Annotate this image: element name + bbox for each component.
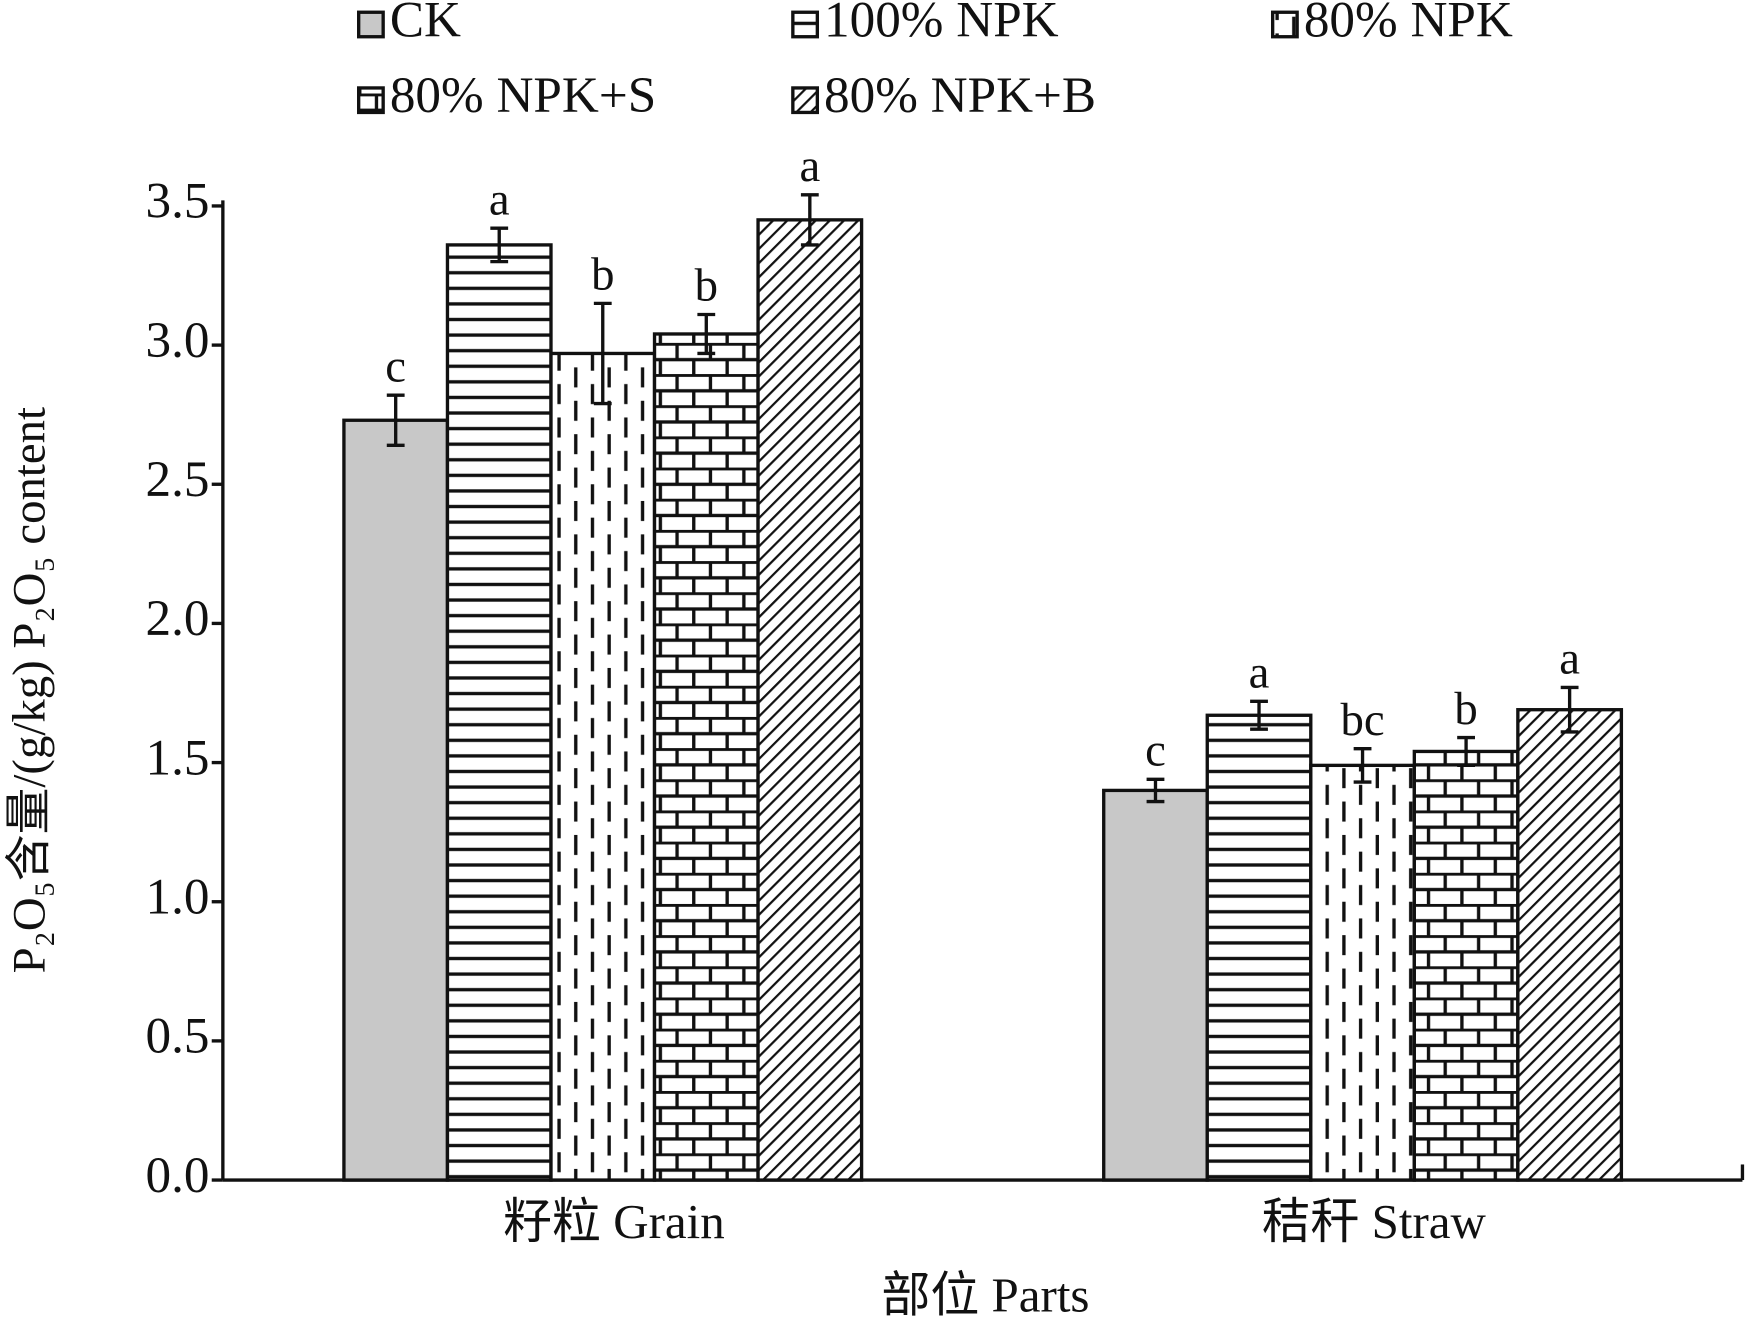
y-tick-label: 0.0 [146,1147,210,1204]
legend-label: 100% NPK [824,0,1059,48]
bar [756,218,864,1182]
bar [1412,749,1520,1182]
bar [1516,708,1624,1182]
y-tick-label: 2.0 [146,590,210,647]
y-axis-title: P₂O₅含量/(g/kg) P₂O₅ content [3,407,55,973]
significance-letter: c [1145,725,1166,777]
legend-label: 80% NPK+S [390,67,656,124]
bar [1102,788,1209,1182]
legend-swatch [357,10,385,39]
significance-letter: a [1249,647,1270,699]
significance-letter: a [799,140,820,192]
significance-letter: bc [1340,694,1384,746]
significance-letter: a [1559,633,1580,685]
legend-label: 80% NPK [1304,0,1513,48]
y-tick-label: 3.5 [146,173,210,230]
bar [445,243,553,1182]
bar [1205,713,1313,1182]
significance-letter: a [489,173,510,225]
y-tick-label: 1.5 [146,729,210,786]
y-tick-label: 1.0 [146,868,210,925]
x-axis-title: 部位 Parts [881,1268,1089,1323]
legend-swatch [791,10,820,39]
x-tick-label: 秸秆 Straw [1261,1194,1486,1249]
bar [342,418,450,1182]
significance-letter: b [591,249,614,301]
x-tick-label: 籽粒 Grain [503,1194,725,1249]
bar [1309,763,1416,1182]
legend-swatch [1270,10,1299,39]
legend-label: 80% NPK+B [824,67,1096,124]
y-tick-label: 0.5 [146,1008,210,1065]
significance-letter: b [1454,683,1477,735]
significance-letter: b [695,260,718,312]
legend-label: CK [390,0,461,48]
legend-swatch [791,86,820,115]
y-tick-label: 2.5 [146,451,210,508]
legend-swatch [357,86,385,115]
bar [549,351,657,1182]
significance-letter: c [385,340,406,392]
bar [652,332,760,1182]
y-tick-label: 3.0 [146,312,210,369]
